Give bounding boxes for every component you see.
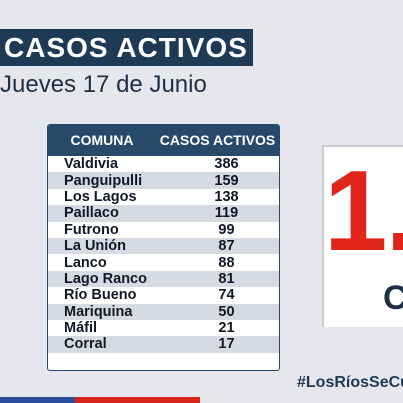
table-row: Panguipulli 159 — [48, 172, 279, 189]
footer-stripe-blue — [0, 397, 75, 403]
cell-comuna: Corral — [64, 336, 107, 353]
cell-comuna: Futrono — [64, 221, 119, 238]
table-row: Valdivia 386 — [48, 156, 279, 172]
cell-comuna: Panguipulli — [64, 172, 143, 189]
cell-casos: 21 — [218, 320, 235, 337]
total-card — [322, 145, 403, 327]
table-row: Lago Ranco 81 — [48, 270, 279, 288]
cell-comuna: Lago Ranco — [64, 270, 147, 287]
total-number: 1. — [324, 148, 403, 275]
cell-comuna: Río Bueno — [64, 287, 137, 304]
table-row: Mariquina 50 — [48, 303, 279, 320]
cell-casos: 50 — [218, 303, 235, 320]
cell-comuna: Lanco — [64, 254, 107, 271]
cases-table: COMUNA CASOS ACTIVOS Valdivia 386 Pangui… — [47, 124, 280, 371]
column-header-comuna: COMUNA — [70, 132, 134, 148]
cell-comuna: Los Lagos — [64, 188, 137, 205]
total-label: C — [383, 279, 403, 317]
cell-casos: 81 — [218, 270, 235, 287]
cell-comuna: La Unión — [64, 238, 127, 255]
cell-casos: 17 — [218, 336, 235, 353]
table-row: Río Bueno 74 — [48, 287, 279, 303]
footer-stripe-red — [75, 397, 200, 403]
table-row: Máfil 21 — [48, 320, 279, 336]
cell-comuna: Mariquina — [64, 303, 133, 320]
table-row: Lanco 88 — [48, 254, 279, 271]
table-row: Futrono 99 — [48, 222, 279, 238]
cell-comuna: Paillaco — [64, 205, 119, 222]
cell-casos: 138 — [214, 188, 239, 205]
hashtag: #LosRíosSeCu — [297, 374, 403, 391]
table-row: La Unión 87 — [48, 237, 279, 255]
cell-comuna: Valdivia — [64, 156, 119, 173]
cell-casos: 74 — [218, 287, 235, 304]
page-title: CASOS ACTIVOS — [4, 32, 248, 63]
cell-comuna: Máfil — [64, 320, 98, 337]
table-row: Corral 17 — [48, 336, 279, 353]
cell-casos: 88 — [218, 254, 235, 271]
cell-casos: 87 — [218, 238, 235, 255]
cell-casos: 119 — [214, 205, 239, 222]
table-row: Paillaco 119 — [48, 205, 279, 222]
column-header-casos: CASOS ACTIVOS — [159, 132, 276, 148]
title-banner: CASOS ACTIVOS — [0, 29, 253, 66]
cell-casos: 386 — [214, 156, 239, 173]
date-subtitle: Jueves 17 de Junio — [0, 71, 207, 98]
table-header: COMUNA CASOS ACTIVOS — [48, 125, 279, 156]
table-row: Los Lagos 138 — [48, 189, 279, 205]
cell-casos: 99 — [218, 221, 235, 238]
cell-casos: 159 — [214, 172, 239, 189]
